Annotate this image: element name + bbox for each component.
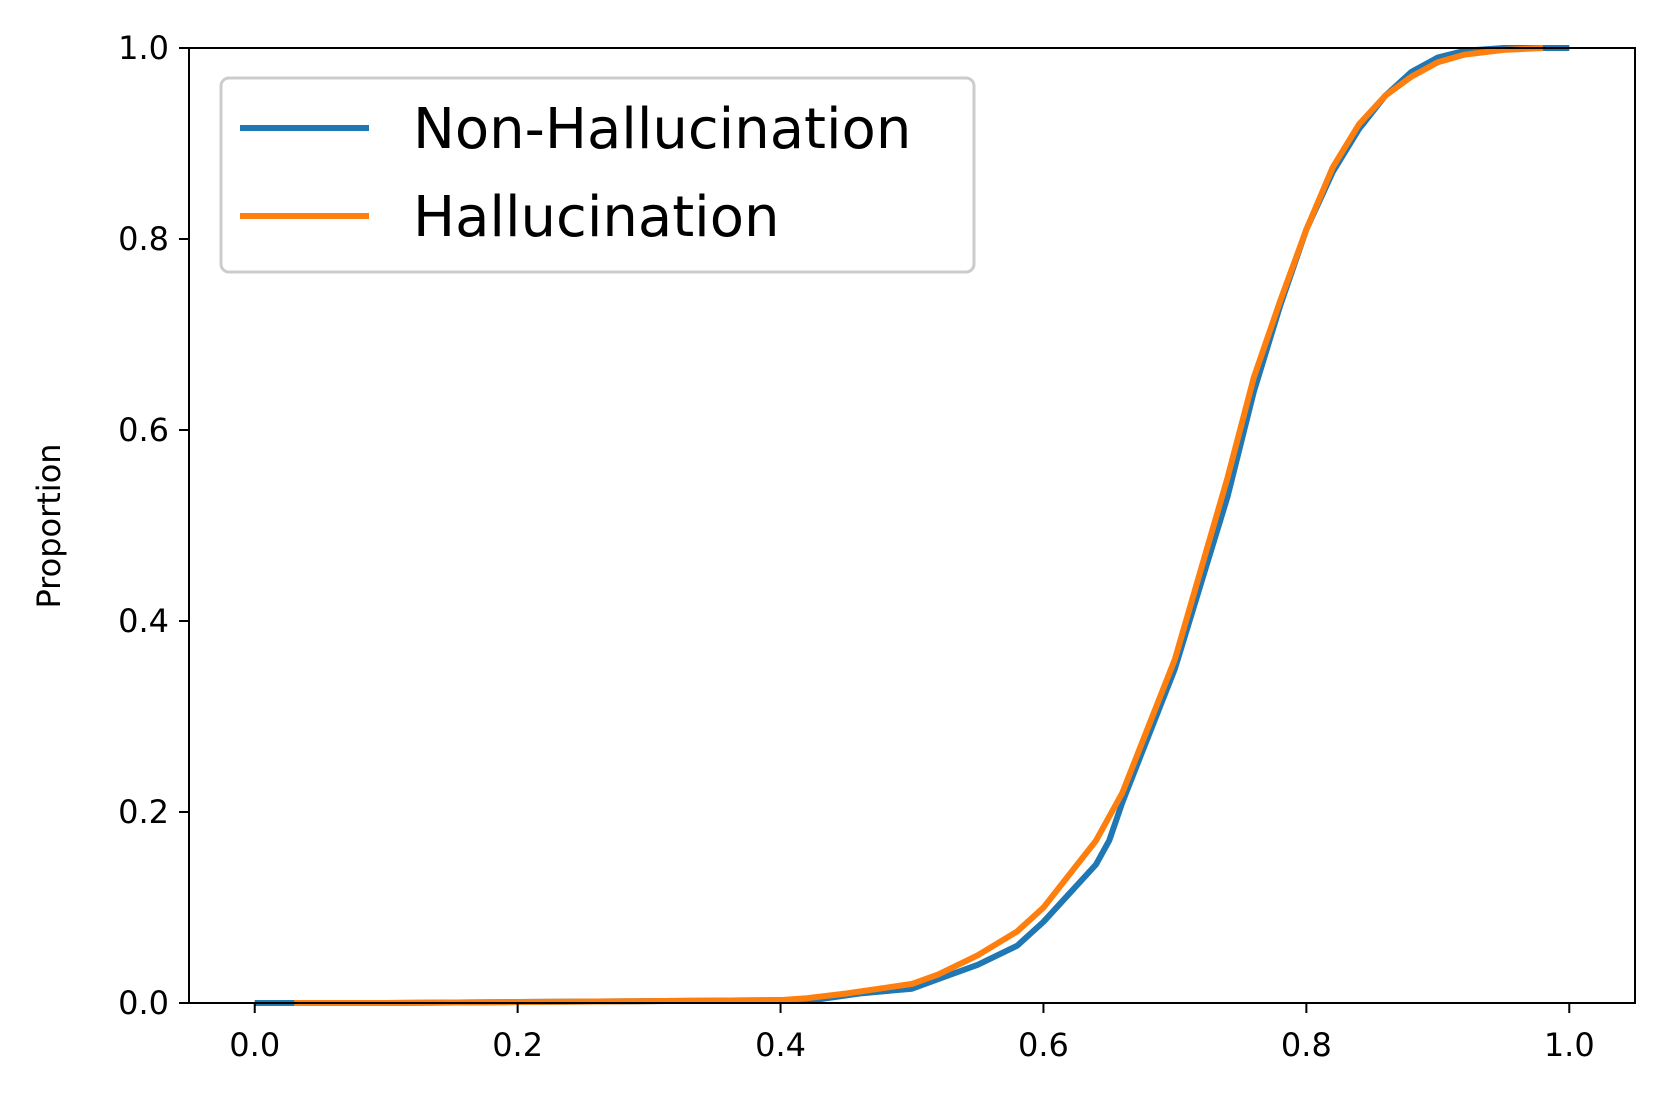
y-tick-label: 1.0 xyxy=(118,29,169,67)
y-tick-label: 0.0 xyxy=(118,984,169,1022)
x-tick-label: 0.0 xyxy=(229,1026,280,1064)
series-layer xyxy=(254,45,1570,1006)
x-axis: 0.0 0.2 0.4 0.6 0.8 1.0 xyxy=(229,1003,1595,1064)
x-tick-label: 0.8 xyxy=(1281,1026,1332,1064)
y-axis-label: Proportion xyxy=(30,443,68,608)
y-tick-label: 0.8 xyxy=(118,220,169,258)
y-tick-label: 0.2 xyxy=(118,793,169,831)
x-tick-label: 1.0 xyxy=(1544,1026,1595,1064)
plot-frame xyxy=(188,47,1636,1004)
legend-label-non-hallucination: Non-Hallucination xyxy=(413,97,911,162)
y-tick-label: 0.4 xyxy=(118,602,169,640)
legend: Non-Hallucination Hallucination xyxy=(219,76,976,274)
y-axis: 0.0 0.2 0.4 0.6 0.8 1.0 xyxy=(118,29,189,1022)
x-tick-label: 0.4 xyxy=(755,1026,806,1064)
series-line-hallucination xyxy=(294,45,1544,1006)
legend-box xyxy=(219,76,976,274)
x-tick-label: 0.6 xyxy=(1018,1026,1069,1064)
x-tick-label: 0.2 xyxy=(492,1026,543,1064)
legend-label-hallucination: Hallucination xyxy=(413,185,779,250)
y-tick-label: 0.6 xyxy=(118,411,169,449)
